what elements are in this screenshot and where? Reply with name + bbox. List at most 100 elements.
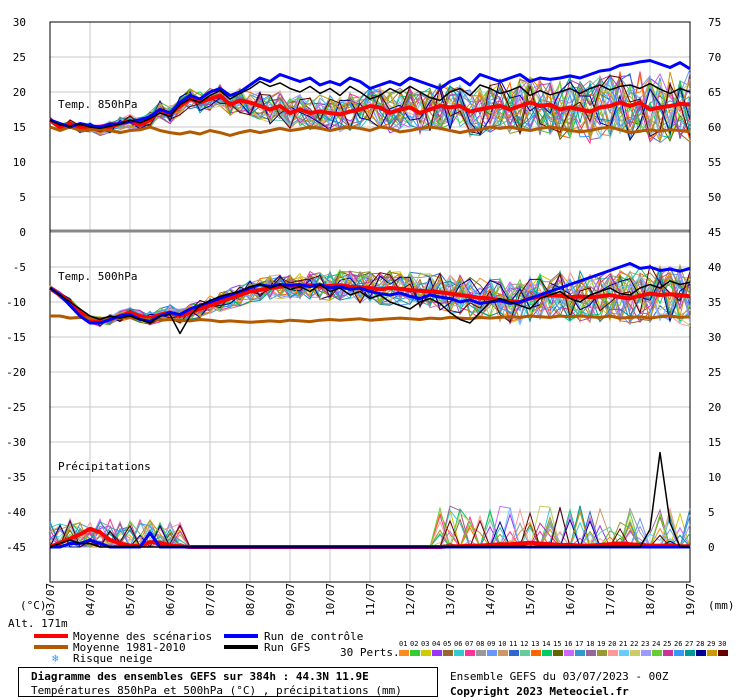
x-tick-label: 14/07 — [484, 583, 497, 616]
right-tick-label: 60 — [708, 121, 721, 134]
perturbation-number: 16 — [564, 640, 573, 648]
x-tick-label: 13/07 — [444, 583, 457, 616]
left-axis-unit: (°C) — [20, 599, 47, 612]
right-tick-label: 70 — [708, 51, 721, 64]
chart-subtitle: Températures 850hPa et 500hPa (°C) , pré… — [31, 684, 402, 697]
x-tick-label: 19/07 — [684, 583, 697, 616]
right-tick-label: 5 — [708, 506, 715, 519]
perturbation-number: 03 — [421, 640, 430, 648]
right-tick-label: 65 — [708, 86, 721, 99]
series-line — [50, 314, 691, 324]
right-tick-label: 15 — [708, 436, 721, 449]
left-tick-label: -10 — [6, 296, 26, 309]
perturbation-number: 06 — [454, 640, 463, 648]
perturbation-swatch — [685, 650, 695, 656]
right-tick-label: 45 — [708, 226, 721, 239]
x-tick-label: 03/07 — [44, 583, 57, 616]
perturbation-swatch — [487, 650, 497, 656]
perturbation-swatch — [597, 650, 607, 656]
perturbation-swatch — [553, 650, 563, 656]
ensemble-member-line — [49, 72, 691, 139]
legend-gfs-label: Run GFS — [264, 641, 311, 654]
legend-swatch-mean — [34, 634, 68, 638]
title-box: Diagramme des ensembles GEFS sur 384h : … — [18, 667, 438, 697]
perturbation-number: 13 — [531, 640, 540, 648]
right-tick-label: 10 — [708, 471, 721, 484]
x-tick-label: 07/07 — [204, 583, 217, 616]
right-axis-unit: (mm) — [708, 599, 735, 612]
legend-snow-label: Risque neige — [73, 652, 153, 665]
perturbation-number: 25 — [663, 640, 672, 648]
legend-swatch-control — [224, 634, 258, 638]
perturbation-swatch — [443, 650, 453, 656]
series-line — [49, 59, 691, 129]
right-tick-label: 20 — [708, 401, 721, 414]
x-tick-label: 05/07 — [124, 583, 137, 616]
left-tick-label: 20 — [13, 86, 26, 99]
perturbation-swatch — [476, 650, 486, 656]
perturbation-swatch — [641, 650, 651, 656]
right-tick-label: 55 — [708, 156, 721, 169]
perturbation-swatch — [498, 650, 508, 656]
right-tick-label: 35 — [708, 296, 721, 309]
perturbation-number: 27 — [685, 640, 694, 648]
perturbation-number: 02 — [410, 640, 419, 648]
perturbation-swatch — [663, 650, 673, 656]
perturbation-swatch — [564, 650, 574, 656]
series-line — [49, 80, 691, 130]
x-tick-label: 18/07 — [644, 583, 657, 616]
perturbation-number: 11 — [509, 640, 518, 648]
perturbation-number: 19 — [597, 640, 606, 648]
snow-icon: ❄ — [52, 652, 59, 665]
panel-label: Précipitations — [58, 460, 151, 473]
perturbation-swatch — [652, 650, 662, 656]
x-tick-label: 15/07 — [524, 583, 537, 616]
ensemble-member-line — [49, 77, 691, 139]
perturbation-number: 15 — [553, 640, 562, 648]
series-line — [49, 125, 691, 137]
panel-label: Temp. 850hPa — [58, 98, 137, 111]
perturbation-number: 30 — [718, 640, 727, 648]
left-tick-label: 5 — [19, 191, 26, 204]
perturbation-number: 07 — [465, 640, 474, 648]
x-tick-label: 17/07 — [604, 583, 617, 616]
right-tick-label: 30 — [708, 331, 721, 344]
perturbation-number: 21 — [619, 640, 628, 648]
perturbation-number: 08 — [476, 640, 485, 648]
right-tick-label: 50 — [708, 191, 721, 204]
panel-label: Temp. 500hPa — [58, 270, 137, 283]
left-tick-label: 0 — [19, 226, 26, 239]
copyright: Copyright 2023 Meteociel.fr — [450, 685, 629, 698]
perturbation-swatch — [542, 650, 552, 656]
perturbation-swatch — [630, 650, 640, 656]
legend-swatch-gfs — [224, 645, 258, 649]
right-tick-label: 25 — [708, 366, 721, 379]
right-tick-label: 40 — [708, 261, 721, 274]
x-tick-label: 11/07 — [364, 583, 377, 616]
perturbation-number: 24 — [652, 640, 661, 648]
perturbation-swatch — [718, 650, 728, 656]
perturbation-number: 29 — [707, 640, 716, 648]
series-line — [49, 280, 691, 335]
perturbation-swatch — [421, 650, 431, 656]
legend-mean-label: Moyenne des scénarios — [73, 630, 213, 643]
plot-frame — [49, 21, 691, 583]
perturbation-number: 18 — [586, 640, 595, 648]
series-line — [49, 451, 690, 548]
left-tick-label: -35 — [6, 471, 26, 484]
perturbation-number: 05 — [443, 640, 452, 648]
x-tick-label: 10/07 — [324, 583, 337, 616]
perturbation-swatch — [707, 650, 717, 656]
left-tick-label: -5 — [13, 261, 26, 274]
perturbation-swatch — [619, 650, 629, 656]
ensemble-member-line — [49, 71, 691, 144]
perturbation-number: 22 — [630, 640, 639, 648]
x-tick-label: 06/07 — [164, 583, 177, 616]
perturbation-number: 09 — [487, 640, 496, 648]
left-tick-label: -25 — [6, 401, 26, 414]
right-tick-label: 75 — [708, 16, 721, 29]
perturbation-swatch — [454, 650, 464, 656]
perturbation-number: 04 — [432, 640, 441, 648]
x-tick-label: 16/07 — [564, 583, 577, 616]
perturbation-swatch — [432, 650, 442, 656]
